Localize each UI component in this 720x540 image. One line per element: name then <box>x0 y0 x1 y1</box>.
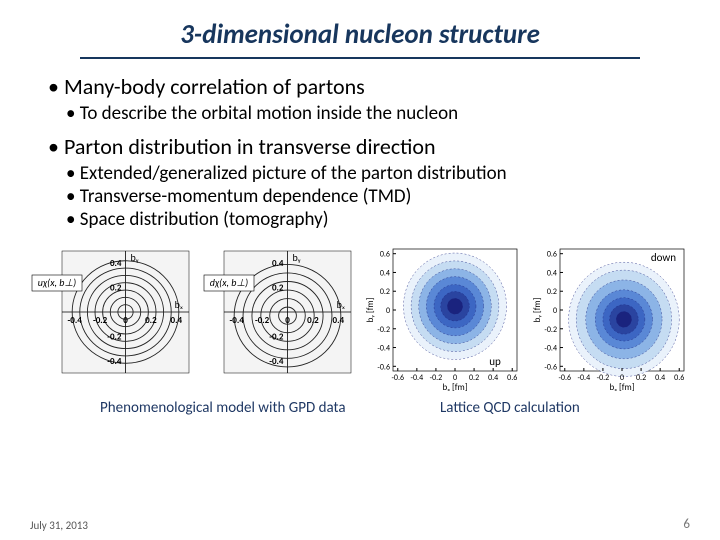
caption-left: Phenomenological model with GPD data <box>100 399 360 417</box>
bullet-1-1: To describe the orbital motion inside th… <box>66 102 690 125</box>
panel-c: -0.6-0.6-0.4-0.4-0.2-0.2000.20.20.40.40.… <box>363 243 523 393</box>
panel-b: -0.4-0.4-0.2-0.200.20.20.40.4bₓbᵧdχ(x, b… <box>202 243 357 393</box>
svg-text:0.2: 0.2 <box>110 283 122 294</box>
svg-text:0.4: 0.4 <box>171 315 183 326</box>
bullet-2-3: Space distribution (tomography) <box>66 208 690 231</box>
svg-text:-0.2: -0.2 <box>255 315 270 326</box>
svg-text:0: 0 <box>553 306 557 316</box>
svg-text:0.6: 0.6 <box>507 373 517 383</box>
svg-text:0: 0 <box>123 315 128 326</box>
panel-d: -0.6-0.6-0.4-0.4-0.2-0.2000.20.20.40.40.… <box>530 243 690 393</box>
svg-text:-0.4: -0.4 <box>411 373 424 383</box>
bullet-1-sub: To describe the orbital motion inside th… <box>30 102 690 125</box>
svg-text:-0.2: -0.2 <box>269 331 284 342</box>
page-title: 3-dimensional nucleon structure <box>80 18 640 59</box>
svg-text:bᵧ [fm]: bᵧ [fm] <box>365 297 376 322</box>
bullet-2: Parton distribution in transverse direct… <box>48 133 690 160</box>
footer-date: July 31, 2013 <box>30 519 88 532</box>
svg-text:0.6: 0.6 <box>547 250 557 260</box>
svg-text:0.2: 0.2 <box>547 287 557 297</box>
svg-text:-0.2: -0.2 <box>597 373 610 383</box>
svg-text:uχ(x, b⊥): uχ(x, b⊥) <box>38 276 76 289</box>
svg-text:-0.6: -0.6 <box>544 362 557 372</box>
svg-text:bᵧ: bᵧ <box>131 251 139 264</box>
svg-text:bᵧ: bᵧ <box>292 251 300 264</box>
bullet-list: Many-body correlation of partons <box>30 73 690 100</box>
svg-text:0.2: 0.2 <box>469 373 479 383</box>
svg-text:0.2: 0.2 <box>636 373 646 383</box>
svg-text:-0.4: -0.4 <box>544 344 557 354</box>
caption-row: Phenomenological model with GPD data Lat… <box>30 399 690 417</box>
bullet-1: Many-body correlation of partons <box>48 73 690 100</box>
svg-text:0.4: 0.4 <box>547 268 557 278</box>
svg-text:0.6: 0.6 <box>674 373 684 383</box>
svg-text:-0.2: -0.2 <box>378 325 391 335</box>
svg-text:-0.2: -0.2 <box>93 315 108 326</box>
svg-text:0.2: 0.2 <box>380 287 390 297</box>
svg-text:0.2: 0.2 <box>272 283 284 294</box>
svg-text:0: 0 <box>285 315 290 326</box>
svg-text:0.4: 0.4 <box>332 315 344 326</box>
svg-text:bₓ [fm]: bₓ [fm] <box>609 382 634 393</box>
svg-text:up: up <box>490 355 502 368</box>
svg-text:bₓ: bₓ <box>336 298 344 311</box>
bullet-list-2: Parton distribution in transverse direct… <box>30 133 690 160</box>
svg-text:bₓ: bₓ <box>175 298 183 311</box>
bullet-2-2: Transverse-momentum dependence (TMD) <box>66 185 690 208</box>
svg-text:-0.6: -0.6 <box>378 362 391 372</box>
caption-right: Lattice QCD calculation <box>440 399 580 417</box>
svg-text:dχ(x, b⊥): dχ(x, b⊥) <box>209 276 247 289</box>
svg-text:0.2: 0.2 <box>145 315 157 326</box>
svg-text:0.4: 0.4 <box>655 373 665 383</box>
svg-text:-0.2: -0.2 <box>430 373 443 383</box>
svg-text:bₓ [fm]: bₓ [fm] <box>443 382 468 393</box>
svg-text:0.4: 0.4 <box>272 258 284 269</box>
svg-text:-0.6: -0.6 <box>558 373 571 383</box>
bullet-2-1: Extended/generalized picture of the part… <box>66 162 690 185</box>
svg-text:-0.4: -0.4 <box>68 315 83 326</box>
svg-text:0.2: 0.2 <box>307 315 319 326</box>
svg-text:0.4: 0.4 <box>110 258 122 269</box>
svg-text:-0.4: -0.4 <box>107 356 122 367</box>
svg-text:-0.2: -0.2 <box>544 325 557 335</box>
svg-text:0.4: 0.4 <box>380 268 390 278</box>
bullet-2-sub: Extended/generalized picture of the part… <box>30 162 690 231</box>
svg-text:0: 0 <box>386 306 390 316</box>
svg-text:-0.4: -0.4 <box>229 315 244 326</box>
panel-a: -0.4-0.4-0.2-0.200.20.20.40.4bₓbᵧuχ(x, b… <box>30 243 195 393</box>
svg-text:-0.4: -0.4 <box>378 344 391 354</box>
svg-text:down: down <box>651 251 676 264</box>
svg-text:-0.4: -0.4 <box>269 356 284 367</box>
svg-text:0.4: 0.4 <box>488 373 498 383</box>
svg-text:0.6: 0.6 <box>380 250 390 260</box>
page-number: 6 <box>683 517 690 532</box>
figure-row: -0.4-0.4-0.2-0.200.20.20.40.4bₓbᵧuχ(x, b… <box>30 243 690 393</box>
svg-text:bᵧ [fm]: bᵧ [fm] <box>532 297 543 322</box>
svg-text:-0.4: -0.4 <box>578 373 591 383</box>
svg-text:-0.2: -0.2 <box>107 331 122 342</box>
svg-text:-0.6: -0.6 <box>392 373 405 383</box>
